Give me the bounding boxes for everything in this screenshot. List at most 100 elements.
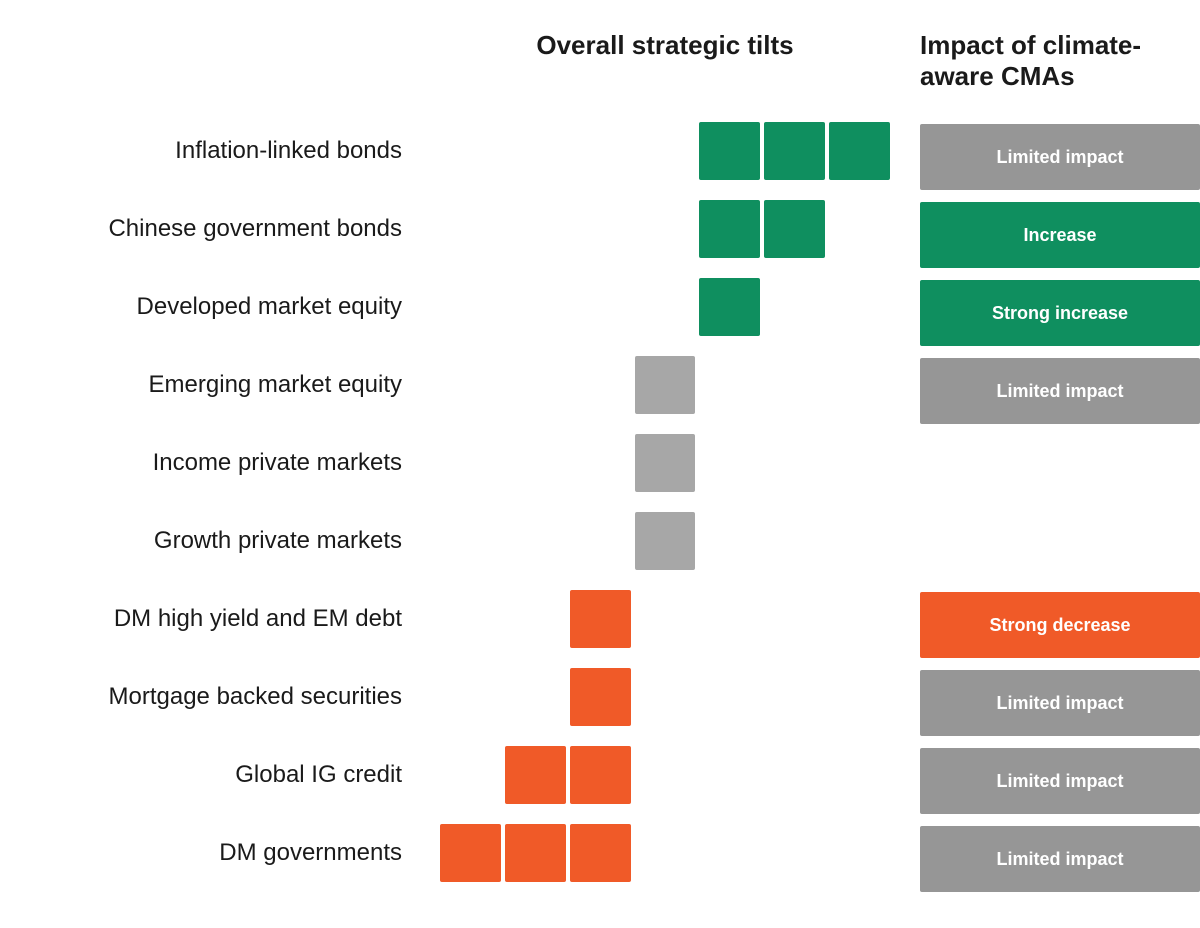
tilt-cell bbox=[699, 356, 760, 414]
tilt-cell bbox=[699, 434, 760, 492]
tilt-cell bbox=[829, 512, 890, 570]
row-label: Income private markets bbox=[40, 430, 410, 496]
tilt-cell bbox=[829, 278, 890, 336]
tilt-cell bbox=[440, 668, 501, 726]
tilt-cell bbox=[635, 200, 696, 258]
tilt-cells bbox=[440, 434, 890, 492]
tilt-cells bbox=[440, 122, 890, 180]
tilt-cell bbox=[440, 590, 501, 648]
tilt-cell bbox=[505, 434, 566, 492]
tilt-cells bbox=[440, 200, 890, 258]
tilt-track bbox=[440, 820, 890, 886]
tilt-cell bbox=[570, 122, 631, 180]
tilt-cell bbox=[699, 512, 760, 570]
tilt-cells bbox=[440, 278, 890, 336]
tilt-cell bbox=[635, 122, 696, 180]
tilt-cell bbox=[570, 590, 631, 648]
tilt-cell bbox=[829, 746, 890, 804]
tilt-cells bbox=[440, 746, 890, 804]
tilt-cells bbox=[440, 824, 890, 882]
tilt-cell bbox=[635, 590, 696, 648]
tilt-cell bbox=[440, 278, 501, 336]
row-label: DM high yield and EM debt bbox=[40, 586, 410, 652]
tilt-cell bbox=[829, 356, 890, 414]
tilt-track bbox=[440, 430, 890, 496]
row-label: Developed market equity bbox=[40, 274, 410, 340]
tilt-cell bbox=[440, 434, 501, 492]
label-column-header-spacer bbox=[40, 30, 410, 96]
tilt-cell bbox=[829, 824, 890, 882]
tilt-cell bbox=[699, 824, 760, 882]
tilt-track bbox=[440, 742, 890, 808]
tilt-cell bbox=[440, 200, 501, 258]
tilt-cell bbox=[635, 668, 696, 726]
tilt-cell bbox=[764, 278, 825, 336]
tilt-cell bbox=[505, 278, 566, 336]
tilt-cell bbox=[635, 512, 696, 570]
tilt-cell bbox=[829, 200, 890, 258]
tilt-cell bbox=[570, 356, 631, 414]
tilt-cell bbox=[699, 122, 760, 180]
tilt-cell bbox=[764, 590, 825, 648]
tilt-cell bbox=[635, 824, 696, 882]
tilt-cells bbox=[440, 590, 890, 648]
tilt-cell bbox=[505, 590, 566, 648]
tilt-cell bbox=[505, 122, 566, 180]
tilt-cell bbox=[764, 668, 825, 726]
tilt-cell bbox=[764, 356, 825, 414]
tilt-cell bbox=[505, 512, 566, 570]
tilt-cells bbox=[440, 512, 890, 570]
tilt-track bbox=[440, 586, 890, 652]
tilt-track bbox=[440, 118, 890, 184]
impact-badge: Limited impact bbox=[920, 124, 1200, 190]
tilt-cell bbox=[570, 824, 631, 882]
tilt-track bbox=[440, 274, 890, 340]
tilt-cell bbox=[699, 278, 760, 336]
tilt-cell bbox=[635, 434, 696, 492]
tilt-cell bbox=[505, 746, 566, 804]
row-label: DM governments bbox=[40, 820, 410, 886]
tilt-cell bbox=[829, 668, 890, 726]
tilt-cell bbox=[699, 746, 760, 804]
tilt-cell bbox=[635, 356, 696, 414]
tilt-cells bbox=[440, 668, 890, 726]
tilt-cell bbox=[505, 668, 566, 726]
tilt-cell bbox=[635, 746, 696, 804]
tilt-cell bbox=[764, 200, 825, 258]
row-label: Mortgage backed securities bbox=[40, 664, 410, 730]
tilt-cell bbox=[505, 200, 566, 258]
tilt-cell bbox=[829, 590, 890, 648]
tilt-cell bbox=[699, 590, 760, 648]
tilt-cell bbox=[570, 746, 631, 804]
tilt-cell bbox=[505, 824, 566, 882]
tilt-cell bbox=[440, 512, 501, 570]
impact-badge: Limited impact bbox=[920, 670, 1200, 736]
tilt-cell bbox=[570, 200, 631, 258]
row-label: Emerging market equity bbox=[40, 352, 410, 418]
impact-badge-empty bbox=[920, 436, 1200, 502]
tilt-cell bbox=[440, 122, 501, 180]
tilt-cell bbox=[699, 668, 760, 726]
impact-badge: Limited impact bbox=[920, 826, 1200, 892]
tilt-cell bbox=[570, 278, 631, 336]
tilt-cell bbox=[764, 824, 825, 882]
row-label: Global IG credit bbox=[40, 742, 410, 808]
tilt-cell bbox=[570, 512, 631, 570]
impact-badge-empty bbox=[920, 514, 1200, 580]
strategic-tilts-chart: Overall strategic tilts Impact of climat… bbox=[40, 30, 1160, 898]
tilt-cell bbox=[440, 824, 501, 882]
tilt-cell bbox=[505, 356, 566, 414]
tilt-cell bbox=[635, 278, 696, 336]
tilt-cell bbox=[764, 122, 825, 180]
tilt-cell bbox=[829, 122, 890, 180]
impact-badge: Limited impact bbox=[920, 358, 1200, 424]
impact-badge: Strong increase bbox=[920, 280, 1200, 346]
impact-badge: Limited impact bbox=[920, 748, 1200, 814]
tilt-cell bbox=[764, 746, 825, 804]
tilt-cell bbox=[829, 434, 890, 492]
tilt-track bbox=[440, 196, 890, 262]
column-header-tilts: Overall strategic tilts bbox=[440, 30, 890, 96]
tilt-cell bbox=[570, 668, 631, 726]
row-label: Growth private markets bbox=[40, 508, 410, 574]
row-label: Chinese government bonds bbox=[40, 196, 410, 262]
